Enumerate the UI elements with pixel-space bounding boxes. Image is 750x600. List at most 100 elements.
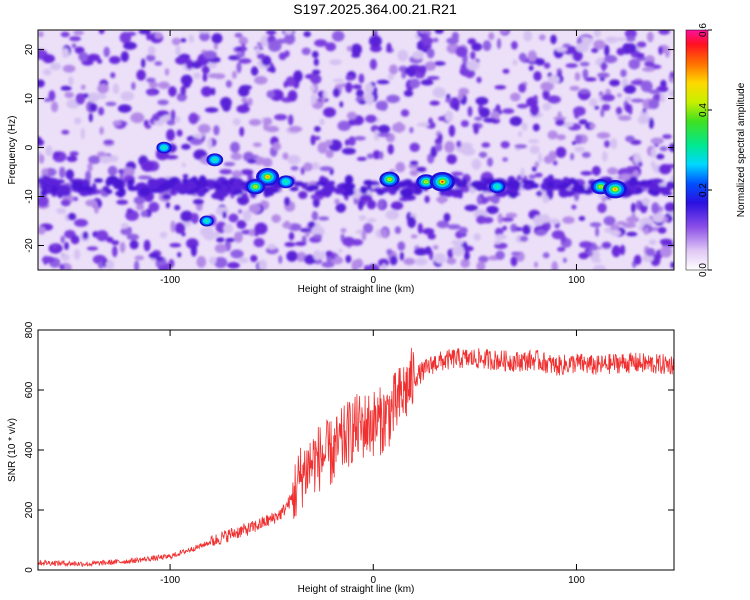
noise-blob (633, 152, 641, 164)
y-tick-label: 0 (24, 144, 35, 150)
noise-blob (575, 42, 590, 53)
noise-blob (514, 144, 528, 149)
noise-blob (420, 79, 434, 86)
noise-blob (272, 142, 282, 151)
noise-blob (401, 71, 407, 79)
noise-blob (502, 108, 515, 114)
noise-blob (303, 31, 312, 38)
band-blob (529, 183, 539, 189)
noise-blob (154, 32, 163, 39)
noise-blob (116, 199, 129, 205)
noise-blob (174, 222, 186, 234)
x-tick-label: -100 (160, 575, 180, 586)
noise-blob (166, 129, 175, 141)
noise-blob (176, 92, 187, 102)
spectrogram-frame (37, 29, 675, 271)
noise-blob (310, 162, 321, 170)
noise-blob (593, 30, 601, 38)
noise-blob (135, 203, 145, 211)
noise-blob (108, 155, 119, 163)
noise-blob (589, 123, 596, 129)
x-tick-label: -100 (160, 275, 180, 286)
noise-blob (428, 117, 434, 128)
noise-blob (225, 237, 236, 243)
noise-blob (533, 71, 542, 82)
noise-blob (518, 52, 527, 62)
noise-blob (375, 100, 387, 111)
noise-blob (562, 216, 575, 224)
noise-blob (530, 104, 539, 117)
noise-blob (288, 114, 294, 126)
band-blob (536, 191, 543, 196)
noise-blob (473, 233, 482, 241)
noise-blob (445, 97, 452, 103)
noise-blob (422, 228, 435, 235)
noise-blob (323, 107, 336, 118)
noise-blob (126, 233, 139, 241)
noise-blob (250, 254, 258, 263)
band-blob (93, 178, 104, 183)
band-blob (127, 178, 135, 185)
noise-blob (534, 161, 539, 168)
noise-blob (394, 226, 402, 235)
noise-blob (443, 212, 451, 222)
noise-blob (464, 204, 479, 212)
noise-blob (318, 216, 330, 221)
noise-blob (120, 51, 129, 63)
noise-blob (61, 254, 70, 261)
noise-blob (397, 241, 406, 251)
noise-blob (417, 223, 423, 234)
noise-blob (225, 80, 232, 88)
noise-blob (458, 226, 468, 235)
band-blob (461, 178, 468, 188)
noise-blob (476, 215, 487, 225)
noise-blob (174, 204, 181, 211)
y-tick-label: -20 (24, 238, 35, 253)
noise-blob (528, 65, 534, 71)
band-blob (648, 183, 661, 191)
noise-blob (177, 252, 182, 258)
noise-blob (351, 188, 362, 199)
noise-blob (334, 198, 340, 205)
noise-blob (516, 103, 529, 109)
noise-blob (399, 251, 404, 261)
noise-blob (378, 151, 384, 160)
noise-blob (569, 85, 580, 91)
noise-blob (574, 146, 585, 153)
noise-blob (170, 109, 176, 122)
noise-blob (658, 46, 663, 55)
noise-blob (109, 56, 121, 64)
noise-blob (594, 105, 600, 110)
noise-blob (154, 61, 163, 66)
noise-blob (88, 155, 101, 164)
noise-blob (180, 210, 193, 222)
band-blob (507, 179, 522, 190)
noise-blob (117, 104, 132, 113)
noise-blob (72, 196, 79, 202)
noise-blob (120, 222, 129, 229)
noise-blob (437, 133, 443, 142)
noise-blob (365, 114, 377, 123)
noise-blob (337, 120, 352, 131)
band-blob (289, 186, 299, 192)
noise-blob (112, 120, 122, 126)
noise-blob (126, 208, 133, 214)
noise-blob (579, 89, 590, 94)
noise-blob (268, 40, 282, 52)
band-blob (521, 179, 535, 185)
noise-blob (354, 136, 366, 141)
noise-blob (112, 83, 120, 95)
noise-blob (390, 201, 404, 211)
noise-blob (522, 224, 531, 235)
noise-blob (502, 68, 510, 74)
noise-blob (284, 33, 296, 45)
noise-blob (637, 161, 643, 167)
noise-blob (376, 79, 390, 85)
noise-blob (460, 258, 471, 268)
hotspot-mark (254, 185, 257, 188)
noise-blob (377, 200, 385, 209)
noise-blob (641, 197, 650, 206)
noise-blob (635, 52, 645, 59)
noise-blob (523, 30, 533, 42)
